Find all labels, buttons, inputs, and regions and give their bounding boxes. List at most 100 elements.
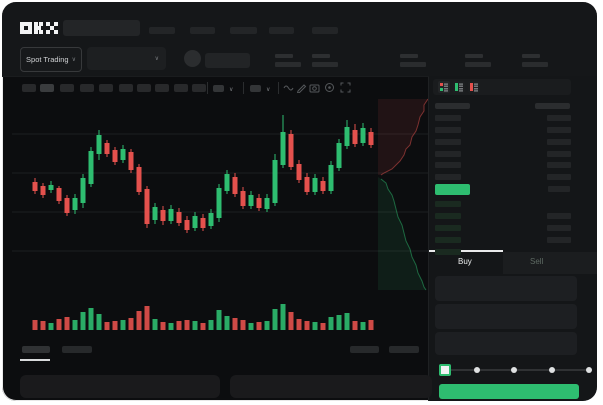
candle-body <box>232 177 238 194</box>
ask-amount <box>547 127 571 133</box>
chart-tab[interactable] <box>62 346 92 353</box>
indicator-dropdown[interactable] <box>213 85 224 92</box>
fullscreen-icon[interactable] <box>340 82 351 93</box>
sell-tab[interactable]: Sell <box>530 257 544 266</box>
overlay-dropdown[interactable] <box>250 85 261 92</box>
interval-slot[interactable] <box>99 84 113 92</box>
sell-tab-background[interactable] <box>503 252 597 274</box>
toolbar-divider <box>278 82 279 94</box>
ask-amount <box>547 139 571 145</box>
depth-asks-area <box>378 99 428 175</box>
bid-price[interactable] <box>435 237 461 243</box>
candle-body <box>192 216 198 228</box>
book-asks-icon[interactable] <box>468 81 480 93</box>
bid-price[interactable] <box>435 225 461 231</box>
ask-price[interactable] <box>435 174 461 180</box>
chevron-down-icon[interactable]: ∨ <box>266 87 271 93</box>
interval-slot[interactable] <box>80 84 94 92</box>
ask-price[interactable] <box>435 115 461 121</box>
nav-item[interactable] <box>312 27 338 34</box>
interval-slot[interactable] <box>192 84 206 92</box>
candle-body <box>224 174 230 191</box>
candle-body <box>168 209 174 221</box>
last-price-highlight[interactable] <box>435 184 470 195</box>
pair-dropdown[interactable]: ∨ <box>87 47 166 70</box>
interval-slot[interactable] <box>119 84 133 92</box>
amount-input[interactable] <box>435 304 577 329</box>
volume-bar <box>336 315 342 330</box>
coin-avatar[interactable] <box>184 50 201 67</box>
bid-price[interactable] <box>435 213 461 219</box>
interval-slot[interactable] <box>137 84 151 92</box>
candle-body <box>368 132 374 145</box>
draw-icon[interactable] <box>296 82 307 93</box>
interval-slot[interactable] <box>22 84 36 92</box>
candle-body <box>104 143 110 154</box>
candle-body <box>48 185 54 190</box>
ask-amount <box>547 162 571 168</box>
volume-bar <box>200 323 206 330</box>
interval-slot[interactable] <box>155 84 169 92</box>
slider-stop[interactable] <box>511 367 517 373</box>
interval-slot[interactable] <box>40 84 54 92</box>
candle-body <box>304 177 310 192</box>
book-bids-icon[interactable] <box>453 81 465 93</box>
book-combined-icon[interactable] <box>438 81 450 93</box>
okx-logo[interactable] <box>20 21 60 35</box>
nav-item[interactable] <box>230 27 257 34</box>
candle-body <box>256 198 262 208</box>
chart-option-slot[interactable] <box>389 346 419 353</box>
price-input[interactable] <box>435 276 577 301</box>
bid-price[interactable] <box>435 201 461 207</box>
chart-tab-active[interactable] <box>22 346 50 353</box>
volume-bar <box>32 320 38 330</box>
settings-icon[interactable] <box>324 82 335 93</box>
candle-body <box>96 135 102 154</box>
toolbar-divider <box>243 82 244 94</box>
market-type-dropdown[interactable]: Spot Trading ∨ <box>20 47 82 72</box>
interval-slot[interactable] <box>174 84 188 92</box>
slider-stop[interactable] <box>586 367 592 373</box>
bid-price[interactable] <box>435 249 461 255</box>
buy-button[interactable] <box>439 384 579 399</box>
volume-bar <box>184 320 190 330</box>
ask-price[interactable] <box>435 139 461 145</box>
total-input[interactable] <box>435 332 577 355</box>
camera-icon[interactable] <box>309 82 320 93</box>
line-style-icon[interactable] <box>283 82 294 93</box>
bottom-info-panel[interactable] <box>230 375 432 398</box>
volume-bar <box>128 318 134 330</box>
bottom-info-panel[interactable] <box>20 375 220 398</box>
candle-body <box>248 195 254 206</box>
ask-amount <box>547 151 571 157</box>
candle-body <box>32 182 38 191</box>
slider-stop[interactable] <box>473 367 480 373</box>
orderbook-amount-header <box>535 103 570 109</box>
chevron-down-icon[interactable]: ∨ <box>229 87 234 93</box>
buy-tab[interactable]: Buy <box>458 257 472 266</box>
nav-item[interactable] <box>269 27 294 34</box>
ask-price[interactable] <box>435 127 461 133</box>
search-input[interactable] <box>63 20 140 36</box>
interval-slot[interactable] <box>60 84 74 92</box>
ask-amount <box>547 174 571 180</box>
toolbar-divider <box>207 82 208 94</box>
volume-bar <box>224 316 230 330</box>
nav-item[interactable] <box>190 27 215 34</box>
candlestick-chart[interactable] <box>12 97 428 342</box>
ask-price[interactable] <box>435 151 461 157</box>
volume-bar <box>112 321 118 330</box>
candle-body <box>360 128 366 143</box>
candle-body <box>272 160 278 203</box>
slider-stop[interactable] <box>548 367 555 373</box>
app-window: Spot Trading ∨ ∨ ∨ ∨ <box>2 2 597 401</box>
volume-bar <box>176 321 182 330</box>
slider-handle[interactable] <box>439 364 451 376</box>
stat-label-placeholder <box>312 54 330 58</box>
chart-option-slot[interactable] <box>350 346 379 353</box>
ask-price[interactable] <box>435 162 461 168</box>
orderbook-toolbar <box>433 79 571 95</box>
nav-item[interactable] <box>149 27 175 34</box>
market-type-label: Spot Trading <box>26 55 69 64</box>
